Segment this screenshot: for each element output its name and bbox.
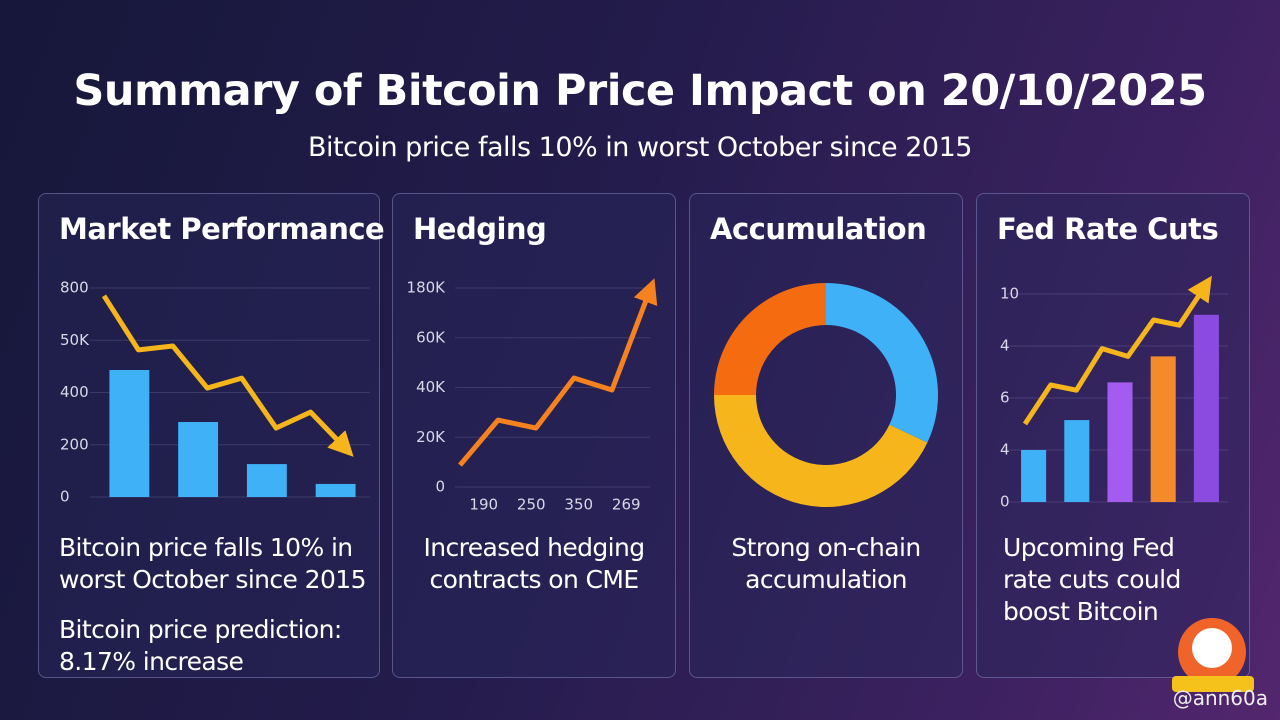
y-tick-label: 0 xyxy=(60,488,70,506)
title: Summary of Bitcoin Price Impact on 20/10… xyxy=(73,66,1207,116)
pie-slice xyxy=(714,283,826,395)
pie-slice xyxy=(826,283,938,443)
caption: Increased hedging contracts on CME xyxy=(423,533,645,594)
bar xyxy=(1150,356,1176,502)
x-tick-label: 269 xyxy=(612,496,641,514)
pie-slice xyxy=(714,395,928,507)
x-tick-label: 250 xyxy=(517,496,546,514)
bar xyxy=(178,422,219,497)
panel-heading: Market Performance xyxy=(59,212,385,246)
y-tick-label: 60K xyxy=(416,328,446,346)
caption: Bitcoin price prediction: 8.17% increase xyxy=(59,615,342,676)
y-tick-label: 20K xyxy=(416,428,446,446)
y-tick-label: 10 xyxy=(1000,285,1019,303)
bar xyxy=(246,464,287,497)
trend-line xyxy=(1022,275,1212,426)
panel-heading: Hedging xyxy=(413,212,547,246)
bar xyxy=(1064,420,1090,502)
bar xyxy=(1107,382,1133,502)
x-tick-label: 350 xyxy=(564,496,593,514)
bar xyxy=(1193,314,1219,502)
panel: Market Performance Bitcoin price falls 1… xyxy=(38,193,385,678)
y-tick-label: 180K xyxy=(407,279,447,297)
bar xyxy=(1021,450,1047,502)
trend-line xyxy=(458,278,658,467)
bar xyxy=(109,370,150,497)
bar xyxy=(315,483,356,497)
subtitle: Bitcoin price falls 10% in worst October… xyxy=(308,132,972,163)
y-tick-label: 800 xyxy=(60,279,89,297)
y-tick-label: 0 xyxy=(1000,493,1010,511)
caption: Upcoming Fed rate cuts could boost Bitco… xyxy=(1003,533,1181,626)
trend-line xyxy=(101,294,354,457)
y-tick-label: 50K xyxy=(60,331,90,349)
y-tick-label: 4 xyxy=(1000,337,1010,355)
panel-heading: Accumulation xyxy=(710,212,927,246)
y-tick-label: 400 xyxy=(60,383,89,401)
caption: Bitcoin price falls 10% in worst October… xyxy=(59,533,367,594)
x-tick-label: 190 xyxy=(469,496,498,514)
panel: Hedging Increased hedging contracts on C… xyxy=(392,193,676,678)
y-tick-label: 0 xyxy=(435,478,445,496)
y-tick-label: 4 xyxy=(1000,441,1010,459)
y-tick-label: 200 xyxy=(60,435,89,453)
caption: Strong on-chain accumulation xyxy=(731,533,921,594)
y-tick-label: 6 xyxy=(1000,389,1010,407)
mascot-logo xyxy=(1172,618,1254,692)
panel-heading: Fed Rate Cuts xyxy=(997,212,1219,246)
watermark: @ann60a xyxy=(1172,686,1268,710)
y-tick-label: 40K xyxy=(416,378,446,396)
